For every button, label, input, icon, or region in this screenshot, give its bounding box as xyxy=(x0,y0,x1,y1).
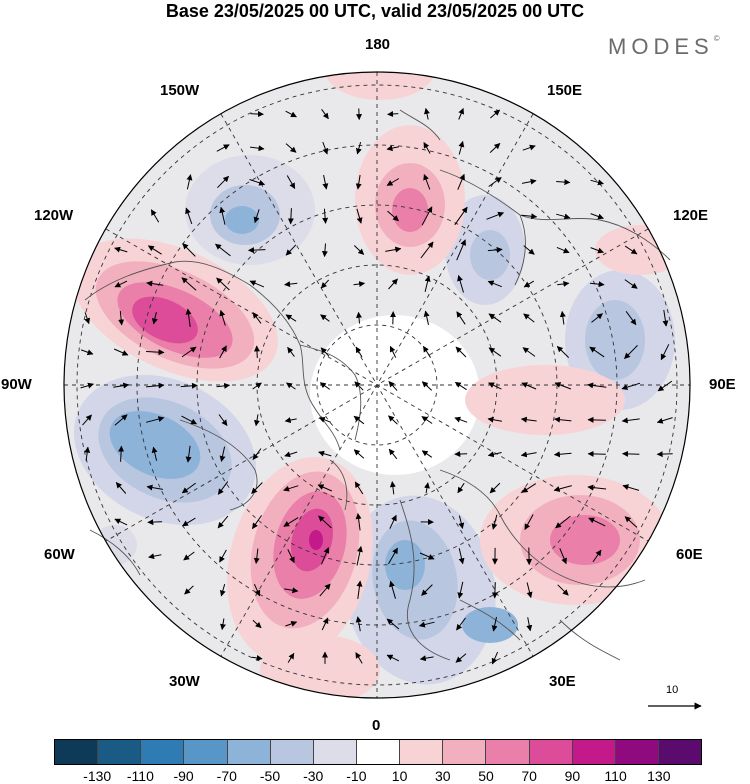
colorbar-tick-label: 70 xyxy=(521,768,537,784)
colorbar xyxy=(54,739,702,765)
wind-vector xyxy=(623,454,640,455)
colorbar-tick-label: -130 xyxy=(83,768,111,784)
colorbar-tick-label: -70 xyxy=(217,768,237,784)
colorbar-tick-label: -10 xyxy=(346,768,366,784)
colorbar-bin xyxy=(184,740,227,764)
polar-map xyxy=(0,0,750,735)
colorbar-bin xyxy=(98,740,141,764)
colorbar-bin xyxy=(357,740,400,764)
colorbar-tick-label: -110 xyxy=(127,768,154,784)
colorbar-tick-label: 130 xyxy=(647,768,670,784)
colorbar-bin xyxy=(659,740,701,764)
colorbar-tick-label: 110 xyxy=(604,768,626,784)
colorbar-tick-label: -30 xyxy=(303,768,323,784)
lon-label-120e: 120E xyxy=(673,207,708,224)
lon-label-60w: 60W xyxy=(44,546,75,563)
lon-label-90w: 90W xyxy=(1,376,32,393)
lon-label-150w: 150W xyxy=(160,82,199,99)
colorbar-bin xyxy=(616,740,659,764)
wind-vector xyxy=(588,420,606,421)
colorbar-bin xyxy=(55,740,98,764)
colorbar-bin xyxy=(314,740,357,764)
colorbar-bin xyxy=(400,740,443,764)
wind-vector xyxy=(657,454,672,455)
wind-vector xyxy=(495,582,496,598)
lon-label-30e: 30E xyxy=(549,673,576,690)
wind-vector xyxy=(257,346,258,358)
colorbar-tick-label: 90 xyxy=(565,768,581,784)
colorbar-tick-label: -50 xyxy=(260,768,280,784)
colorbar-bin xyxy=(486,740,529,764)
lon-label-0: 0 xyxy=(372,717,380,734)
colorbar-bin xyxy=(271,740,314,764)
lon-label-90e: 90E xyxy=(709,376,736,393)
wind-vector xyxy=(148,522,162,523)
lon-label-120w: 120W xyxy=(34,207,73,224)
lon-label-180: 180 xyxy=(365,36,390,53)
colorbar-tick-label: 10 xyxy=(392,768,408,784)
colorbar-bin xyxy=(573,740,616,764)
colorbar-bin xyxy=(530,740,573,764)
colorbar-bin xyxy=(443,740,486,764)
colorbar-tick-label: 30 xyxy=(435,768,451,784)
colorbar-bin xyxy=(228,740,271,764)
lon-label-30w: 30W xyxy=(169,673,200,690)
lon-label-150e: 150E xyxy=(547,82,582,99)
colorbar-bin xyxy=(141,740,184,764)
colorbar-tick-label: 50 xyxy=(478,768,494,784)
colorbar-tick-label: -90 xyxy=(173,768,193,784)
vector-scale-label: 10 xyxy=(666,684,678,696)
colorbar-ticks: -130 -110 -90 -70 -50 -30 -10 10 30 50 70 90 110 130 xyxy=(0,768,750,783)
lon-label-60e: 60E xyxy=(676,546,703,563)
